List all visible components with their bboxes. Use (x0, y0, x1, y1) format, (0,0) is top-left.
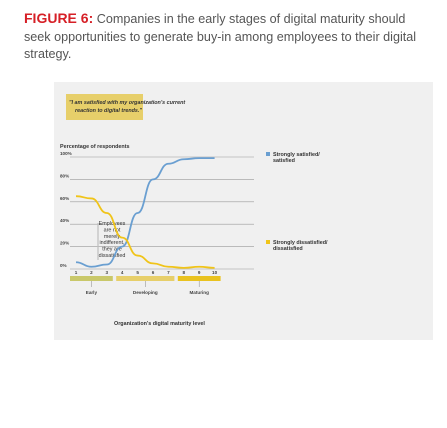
y-tick-label: 40% (60, 218, 69, 223)
legend-label: Strongly dissatisfied/ (273, 240, 328, 246)
x-tick-label: 2 (90, 270, 93, 275)
stage-label: Maturing (189, 290, 209, 295)
line-chart: "I am satisfied with my organization's c… (60, 94, 328, 327)
y-tick-label: 80% (60, 173, 69, 178)
legend-label: Strongly satisfied/ (273, 152, 320, 158)
x-tick-label: 5 (136, 270, 139, 275)
x-tick-labels: 1 2 3 4 5 6 7 8 9 10 (75, 270, 218, 275)
stage-label: Developing (133, 290, 158, 295)
maturity-stage-bands (70, 276, 221, 281)
series-lines (75, 157, 215, 269)
figure-label: FIGURE 6: (24, 10, 94, 26)
x-axis-title: Organization's digital maturity level (114, 321, 205, 327)
y-tick-label: 0% (60, 263, 67, 268)
stage-band (177, 276, 221, 281)
y-tick-label: 20% (60, 241, 69, 246)
y-axis-title: Percentage of respondents (60, 144, 130, 150)
annotation-line: are not (104, 227, 121, 233)
annotation-line: Employees (99, 221, 126, 227)
annotation-line: indifferent, (99, 240, 125, 246)
legend-label: dissatisfied (273, 246, 303, 252)
x-tick-label: 4 (121, 270, 124, 275)
y-tick-label: 60% (60, 196, 69, 201)
dissatisfied-line (75, 195, 215, 269)
x-tick-label: 9 (198, 270, 201, 275)
chart-panel: "I am satisfied with my organization's c… (54, 82, 433, 340)
legend-swatch (266, 152, 270, 156)
x-tick-label: 6 (152, 270, 155, 275)
stage-labels: Early Developing Maturing (86, 281, 209, 295)
stage-label: Early (86, 290, 98, 295)
stage-band (70, 276, 113, 281)
annotation-line: they are (102, 247, 121, 253)
annotation-line: dissatisfied (99, 253, 126, 259)
legend-label: satisfied (273, 158, 295, 164)
x-tick-label: 1 (75, 270, 78, 275)
legend-swatch (266, 240, 270, 244)
satisfied-line (75, 157, 215, 268)
annotation-line: merely (104, 234, 120, 240)
series-legend: Strongly satisfied/satisfied Strongly dis… (266, 152, 328, 252)
x-tick-label: 3 (106, 270, 109, 275)
callout-background (66, 94, 143, 120)
callout-line-1: "I am satisfied with my organization's c… (69, 100, 185, 106)
callout-line-2: reaction to digital trends." (75, 108, 142, 114)
caption-text: Companies in the early stages of digital… (24, 12, 417, 61)
y-tick-labels: 0% 20% 40% 60% 80% 100% (60, 151, 72, 268)
y-tick-label: 100% (60, 151, 72, 156)
stage-band (116, 276, 175, 281)
x-tick-label: 10 (212, 270, 218, 275)
y-grid (70, 156, 254, 270)
figure-caption: FIGURE 6: Companies in the early stages … (24, 10, 429, 64)
x-tick-label: 7 (167, 270, 170, 275)
x-tick-label: 8 (183, 270, 186, 275)
